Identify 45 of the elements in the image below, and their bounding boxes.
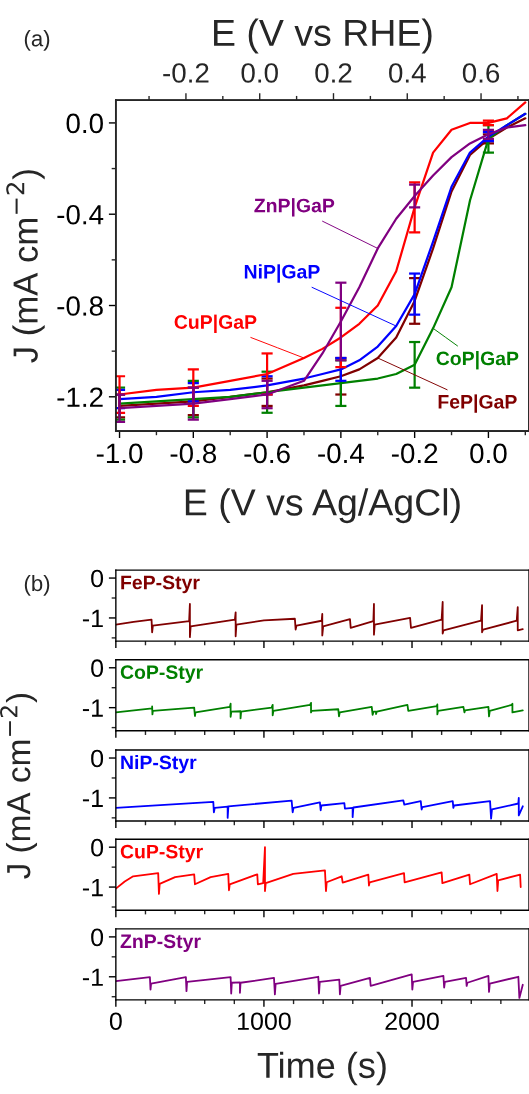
series-label: CuP-Styr (120, 844, 203, 863)
y-tick-label: 0.0 (66, 113, 103, 134)
x-tick-label: -0.8 (170, 443, 217, 464)
y-tick-label: -1 (82, 609, 103, 628)
y-axis-title: J (mA cm$^{−2}$) (0, 694, 38, 879)
x2-tick-label: 0.2 (315, 63, 352, 83)
y-tick-label: -1 (82, 968, 103, 986)
x-tick-label: 2000 (385, 1012, 439, 1031)
text: ZnP|GaP (254, 198, 335, 217)
y-tick-label: -1 (82, 699, 103, 717)
text: (a) (24, 30, 50, 51)
x2-tick-label: 0.4 (389, 63, 426, 83)
legend-label: CoP|GaP (436, 351, 519, 370)
y-tick-label: -1.2 (57, 387, 103, 407)
text: (b) (24, 574, 50, 596)
y-tick-label: 0 (91, 838, 104, 857)
y-tick-label: 0 (91, 928, 104, 947)
y-tick-label: 0 (91, 569, 104, 588)
x-tick-label: -0.4 (318, 443, 364, 464)
y-axis-title: J (mA cm$^{−2}$) (6, 170, 45, 363)
y-tick-label: 0 (91, 659, 104, 678)
x-axis-title: E (V vs Ag/AgCl) (185, 488, 460, 524)
x2-axis-title: E (V vs RHE) (214, 18, 432, 54)
text: CuP|GaP (174, 314, 257, 334)
series-label: CoP-Styr (120, 665, 203, 683)
y-tick-label: 0 (91, 749, 104, 768)
x-tick-label: -1.0 (96, 443, 143, 464)
x-tick-label: -0.6 (244, 443, 290, 464)
x2-tick-label: 0.0 (241, 63, 278, 83)
x-tick-label: -0.2 (391, 443, 438, 464)
x2-tick-label: 0.6 (462, 63, 500, 83)
x-tick-label: 0.0 (470, 443, 507, 464)
y-tick-label: -0.4 (57, 204, 104, 225)
y-tick-label: -1 (82, 789, 103, 807)
x-tick-label: 1000 (238, 1012, 291, 1031)
text: NiP|GaP (244, 264, 320, 283)
y-tick-label: -0.8 (57, 296, 103, 316)
x-axis-title: Time (s) (257, 1051, 386, 1086)
y-tick-label: -1 (82, 878, 103, 897)
series-label: FeP-Styr (121, 575, 200, 594)
text: FeP|GaP (438, 394, 517, 413)
x2-tick-label: -0.2 (163, 63, 209, 83)
x-tick-label: 0 (109, 1012, 122, 1031)
series-label: ZnP-Styr (120, 934, 201, 953)
series-label: NiP-Styr (121, 755, 197, 774)
